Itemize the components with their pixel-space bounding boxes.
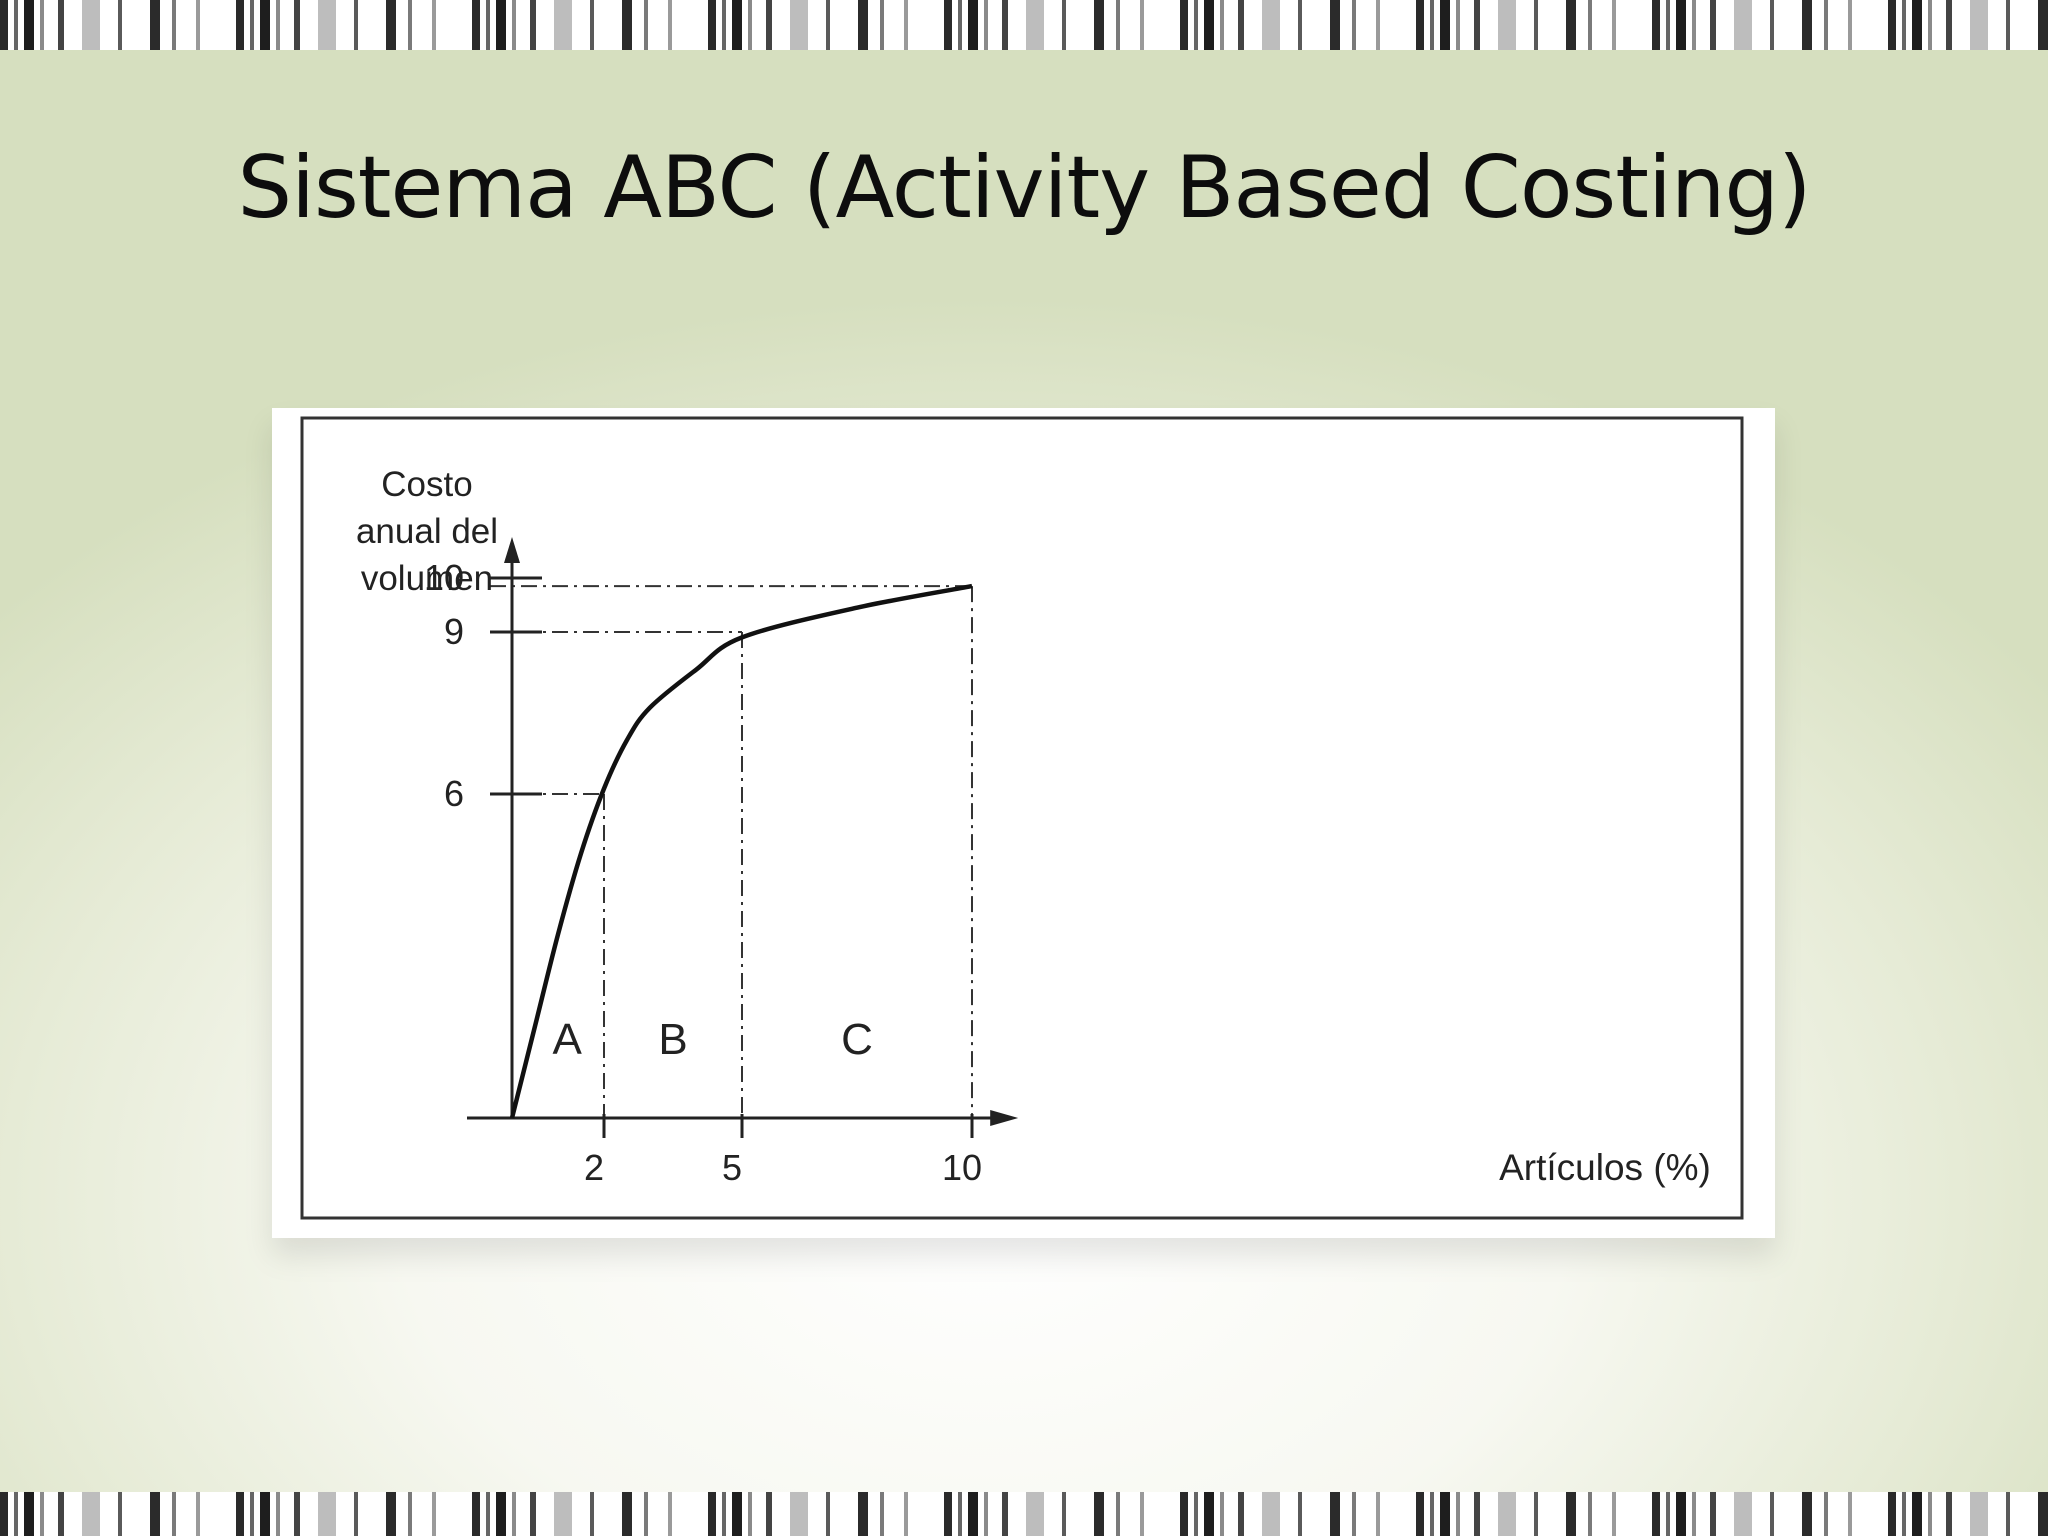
y-tick-label: 9 (444, 611, 464, 652)
top-decorative-stripe (0, 0, 2048, 50)
x-axis-arrow (990, 1110, 1019, 1126)
abc-chart-figure: 2 5 10 6 9 10 A B C Costo anual del volumen Artículo… (272, 408, 1775, 1238)
y-tick-label: 10 (424, 557, 464, 598)
slide-title: Sistema ABC (Activity Based Costing) (237, 138, 1811, 238)
x-tick-label: 5 (722, 1147, 742, 1188)
y-axis-title-line: anual del (356, 512, 498, 551)
x-tick-label: 10 (942, 1147, 982, 1188)
zone-label: C (841, 1015, 873, 1064)
y-axis-title-line: Costo (381, 465, 472, 504)
cost-curve-line (509, 583, 973, 1119)
y-axis-title-line: volumen (361, 559, 493, 598)
zone-label: B (658, 1015, 687, 1064)
y-axis-arrow (504, 537, 520, 563)
x-axis-title: Artículos (%) (1499, 1147, 1711, 1188)
zone-label: A (553, 1015, 583, 1064)
y-tick-label: 6 (444, 773, 464, 814)
x-tick-label: 2 (584, 1147, 604, 1188)
chart-frame (300, 416, 1744, 1220)
bottom-decorative-stripe (0, 1492, 2048, 1536)
abc-chart: 2 5 10 6 9 10 A B C Costo anual del volumen Artículo… (300, 416, 1744, 1220)
